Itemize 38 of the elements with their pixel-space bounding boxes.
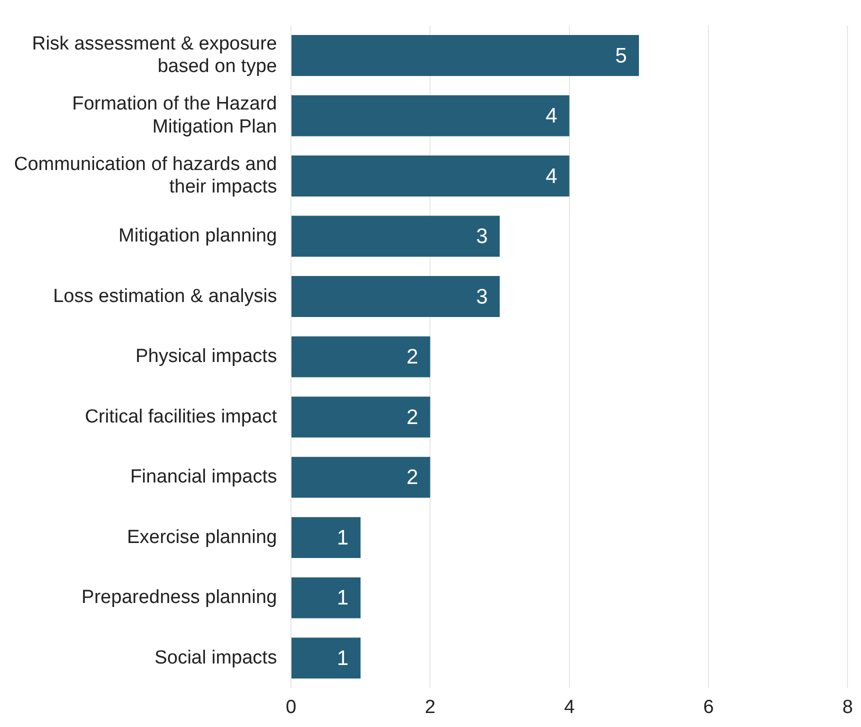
data-label: 1 xyxy=(336,586,349,610)
data-label: 3 xyxy=(476,285,488,308)
bar xyxy=(291,577,361,618)
data-label: 2 xyxy=(406,346,418,369)
bar xyxy=(291,95,570,136)
bar xyxy=(291,456,430,498)
y-tick-label: Financial impacts xyxy=(130,466,277,488)
bar xyxy=(291,35,639,76)
x-tick-label: 6 xyxy=(703,696,714,718)
data-label: 2 xyxy=(406,406,418,429)
data-label: 4 xyxy=(546,104,558,128)
x-tick-label: 8 xyxy=(842,696,854,718)
y-tick-label: Physical impacts xyxy=(135,346,277,368)
data-label: 2 xyxy=(406,466,418,490)
y-tick-label: Loss estimation & analysis xyxy=(53,286,277,307)
bar xyxy=(291,517,361,558)
y-tick-label: Preparedness planning xyxy=(82,587,277,608)
bar xyxy=(291,336,430,378)
x-tick-label: 0 xyxy=(286,696,296,718)
data-label: 4 xyxy=(546,164,558,188)
y-tick-label: Formation of the Hazard Mitigation Plan xyxy=(72,94,277,138)
data-label: 5 xyxy=(615,44,627,68)
x-tick-label: 2 xyxy=(424,696,436,718)
data-label: 1 xyxy=(336,526,349,550)
bar xyxy=(291,276,500,318)
bar xyxy=(291,156,570,197)
y-tick-label: Communication of hazards and their impacts xyxy=(14,154,277,198)
x-tick-label: 4 xyxy=(564,696,576,718)
y-tick-label: Critical facilities impact xyxy=(84,406,278,428)
data-label: 1 xyxy=(336,646,349,670)
bar xyxy=(291,638,361,679)
bar xyxy=(291,216,500,257)
y-tick-label: Exercise planning xyxy=(126,526,277,548)
y-tick-label: Mitigation planning xyxy=(118,226,277,247)
bar xyxy=(291,396,430,438)
y-tick-label: Social impacts xyxy=(154,647,277,668)
y-tick-label: Risk assessment & exposure based on type xyxy=(32,33,277,78)
data-label: 3 xyxy=(476,225,488,248)
